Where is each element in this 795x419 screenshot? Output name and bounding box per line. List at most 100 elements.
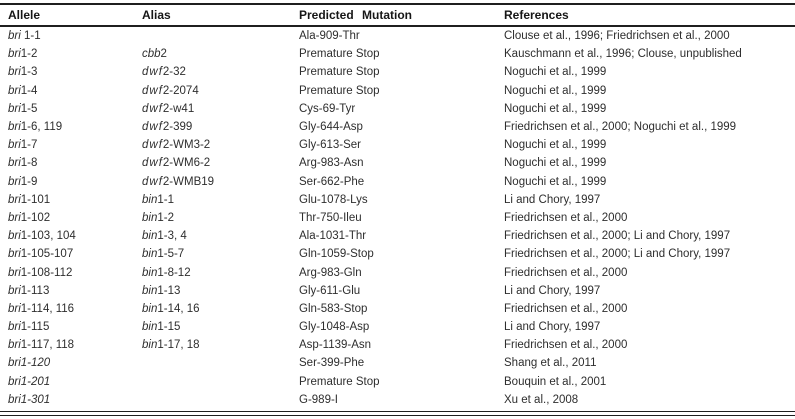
mutation-cell: G-989-I: [299, 393, 338, 406]
mutation-cell: Ala-1031-Thr: [299, 230, 367, 243]
allele-cell-gene-symbol: bri: [8, 248, 21, 261]
references-cell: Kauschmann et al., 1996; Clouse, unpubli…: [504, 48, 742, 61]
allele-cell: bri1-117, 118: [0, 339, 142, 351]
alias-cell-gene-symbol: bin: [142, 193, 158, 206]
references-cell: Friedrichsen et al., 2000: [504, 211, 628, 224]
references-cell: Noguchi et al., 1999: [504, 157, 607, 170]
alias-cell-designation: 1-17, 18: [157, 339, 200, 352]
allele-cell-designation: 1-5: [20, 102, 38, 115]
alias-cell: bin1-5-7: [142, 248, 299, 260]
table-row: bri1-114, 116 bin1-14, 16 Gln-583-Stop Frie…: [0, 300, 795, 318]
references-cell: Shang et al., 2011: [504, 357, 597, 370]
references-cell: Bouquin et al., 2001: [504, 375, 607, 388]
alias-cell-designation: 2-2074: [162, 84, 199, 97]
allele-cell-gene-symbol: bri: [8, 211, 21, 224]
allele-cell-designation: 1-6, 119: [20, 121, 63, 134]
table-row: bri1-3 dwf2-32 Premature Stop Noguchi et al…: [0, 63, 795, 81]
table-header-row: Allele Alias Predicted Mutation Referenc…: [0, 5, 795, 27]
alias-cell-gene-symbol: dwf: [142, 175, 163, 188]
mutation-cell: Premature Stop: [299, 66, 380, 79]
mutation-cell: Gly-611-Glu: [299, 284, 361, 297]
table-bottom-rule: [0, 410, 795, 416]
table-row: bri1-7 dwf2-WM3-2 Gly-613-Ser Noguchi et al…: [0, 136, 795, 154]
allele-cell: bri1-103, 104: [0, 230, 142, 242]
alias-cell-designation: 1-2: [157, 211, 174, 224]
allele-cell-designation: 1-102: [20, 211, 51, 224]
allele-cell-gene-symbol: bri: [8, 102, 21, 115]
alias-cell-designation: 1-1: [157, 193, 174, 206]
alias-cell: bin1-3, 4: [142, 230, 299, 242]
allele-cell-designation: 1-105-107: [20, 248, 74, 261]
allele-cell-designation: 1-8: [20, 157, 38, 170]
references-cell: Noguchi et al., 1999: [504, 66, 607, 79]
alias-cell: bin1-15: [142, 321, 299, 333]
alias-cell-gene-symbol: bin: [142, 339, 158, 352]
alias-cell: dwf2-w41: [142, 103, 299, 115]
allele-cell: bri1-108-112: [0, 267, 142, 279]
mutation-cell: Gly-644-Asp: [299, 121, 363, 134]
table-row: bri1-102 bin1-2 Thr-750-Ileu Friedrichsen e…: [0, 209, 795, 227]
allele-cell: bri1-2: [0, 48, 142, 60]
alias-cell: dwf2-WMB19: [142, 176, 299, 188]
references-cell: Friedrichsen et al., 2000: [504, 266, 628, 279]
alias-cell-gene-symbol: dwf: [142, 157, 163, 170]
references-cell: Friedrichsen et al., 2000; Li and Chory,…: [504, 248, 731, 261]
alias-cell: bin1-2: [142, 212, 299, 224]
allele-cell-gene-symbol: bri: [8, 30, 21, 43]
allele-cell-gene-symbol: bri: [8, 121, 21, 134]
references-cell: Friedrichsen et al., 2000; Li and Chory,…: [504, 230, 731, 243]
allele-cell-designation: 1-1: [20, 30, 41, 43]
table-row: bri1-117, 118 bin1-17, 18 Asp-1139-Asn Frie…: [0, 336, 795, 354]
alias-cell-gene-symbol: dwf: [142, 66, 163, 79]
allele-cell-gene-symbol: bri: [8, 139, 21, 152]
allele-cell-gene-symbol: bri: [8, 302, 21, 315]
mutation-cell: Premature Stop: [299, 375, 380, 388]
table-row: bri1-103, 104 bin1-3, 4 Ala-1031-Thr Friedr…: [0, 227, 795, 245]
alias-cell: dwf2-2074: [142, 85, 299, 97]
alias-cell-designation: 1-5-7: [157, 248, 185, 261]
allele-cell: bri1-7: [0, 139, 142, 151]
table-top-rule: [0, 3, 795, 5]
table-row: bri1-301 G-989-I Xu et al., 2008: [0, 391, 795, 409]
alias-cell-designation: 1-8-12: [157, 266, 191, 279]
table-row: bri1-9 dwf2-WMB19 Ser-662-Phe Noguchi et al…: [0, 173, 795, 191]
allele-cell-designation: 1-2: [20, 48, 38, 61]
table-body: bri 1-1 Ala-909-Thr Clouse et al., 1996; F…: [0, 27, 795, 409]
table-row: bri1-6, 119 dwf2-399 Gly-644-Asp Friedrichs…: [0, 118, 795, 136]
alias-cell-designation: 2-32: [162, 66, 186, 79]
allele-cell-gene-symbol: bri: [8, 230, 21, 243]
alias-cell-gene-symbol: dwf: [142, 102, 163, 115]
allele-cell: bri1-201: [0, 376, 142, 388]
mutation-cell: Premature Stop: [299, 84, 380, 97]
column-header-allele: Allele: [8, 8, 41, 22]
table-row: bri1-101 bin1-1 Glu-1078-Lys Li and Chory, …: [0, 191, 795, 209]
references-cell: Li and Chory, 1997: [504, 193, 601, 206]
table-row: bri1-108-112 bin1-8-12 Arg-983-Gln Friedric…: [0, 263, 795, 281]
mutation-cell: Thr-750-Ileu: [299, 211, 362, 224]
allele-cell: bri1-113: [0, 285, 142, 297]
table-row: bri 1-1 Ala-909-Thr Clouse et al., 1996; F…: [0, 27, 795, 45]
allele-cell-designation: 1-114, 116: [20, 302, 75, 315]
mutation-cell: Gly-1048-Asp: [299, 321, 370, 334]
alias-cell-gene-symbol: dwf: [142, 84, 163, 97]
mutation-cell: Ser-399-Phe: [299, 357, 365, 370]
allele-cell: bri1-9: [0, 176, 142, 188]
allele-cell-gene-symbol: bri: [8, 266, 21, 279]
allele-cell-gene-symbol: bri: [8, 48, 21, 61]
alias-cell-designation: 1-15: [157, 321, 181, 334]
mutation-cell: Gln-583-Stop: [299, 302, 368, 315]
allele-cell: bri1-105-107: [0, 248, 142, 260]
references-cell: Friedrichsen et al., 2000; Noguchi et al…: [504, 121, 737, 134]
alias-cell: bin1-14, 16: [142, 303, 299, 315]
allele-cell: bri 1-1: [0, 30, 142, 42]
allele-cell: bri1-301: [0, 394, 142, 406]
allele-cell-designation: 1-115: [20, 321, 50, 334]
allele-cell-designation: 1-7: [20, 139, 38, 152]
allele-cell: bri1-6, 119: [0, 121, 142, 133]
alias-cell-gene-symbol: bin: [142, 230, 158, 243]
alias-cell: dwf2-WM6-2: [142, 157, 299, 169]
alias-cell-gene-symbol: bin: [142, 266, 158, 279]
mutation-cell: Ala-909-Thr: [299, 30, 360, 43]
mutation-cell: Gly-613-Ser: [299, 139, 361, 152]
